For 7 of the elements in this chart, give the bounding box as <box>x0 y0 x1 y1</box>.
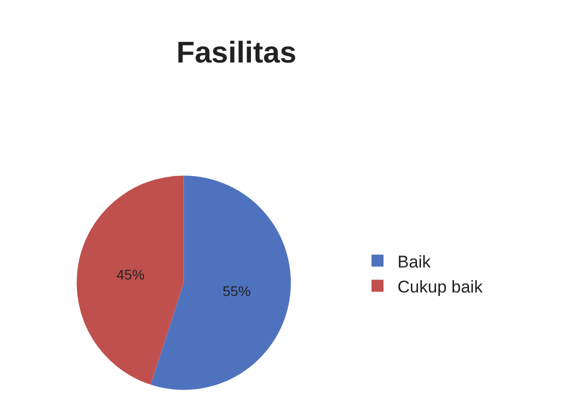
data-label: 45% <box>116 266 145 282</box>
pie-slice <box>150 176 291 390</box>
legend-label: Baik <box>398 252 432 272</box>
legend-label: Cukup baik <box>398 277 484 296</box>
pie-slice <box>76 176 184 385</box>
chart-title: Fasilitas <box>176 36 296 70</box>
data-label: 55% <box>222 283 251 300</box>
